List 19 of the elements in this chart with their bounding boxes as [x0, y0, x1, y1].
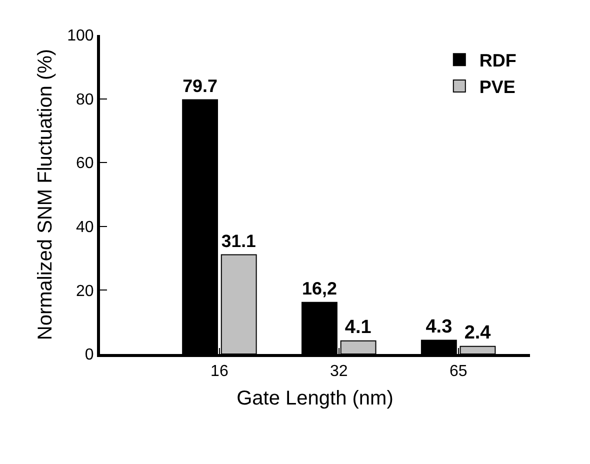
y-tick-label: 80 — [76, 91, 94, 108]
data-label: 4.3 — [426, 316, 452, 338]
data-label: 2.4 — [464, 322, 492, 344]
data-label: 31.1 — [221, 231, 256, 252]
y-axis-title: Normalized SNM Fluctuation (%) — [34, 48, 57, 340]
y-tick-label: 100 — [67, 28, 94, 45]
data-label: 79.7 — [182, 76, 218, 96]
x-tick-label: 65 — [449, 363, 468, 380]
x-tick-label: 32 — [330, 363, 348, 380]
y-tick-label: 40 — [76, 219, 94, 236]
y-tick-label: 0 — [84, 346, 94, 364]
legend-label: PVE — [479, 77, 516, 97]
data-label: 4.1 — [344, 316, 372, 338]
y-tick-label: 60 — [76, 155, 94, 172]
legend-label: RDF — [479, 50, 516, 71]
x-tick-label: 16 — [210, 363, 228, 380]
x-axis-title: Gate Length (nm) — [236, 388, 394, 410]
data-label: 16,2 — [302, 278, 337, 299]
y-tick-label: 20 — [76, 282, 94, 300]
